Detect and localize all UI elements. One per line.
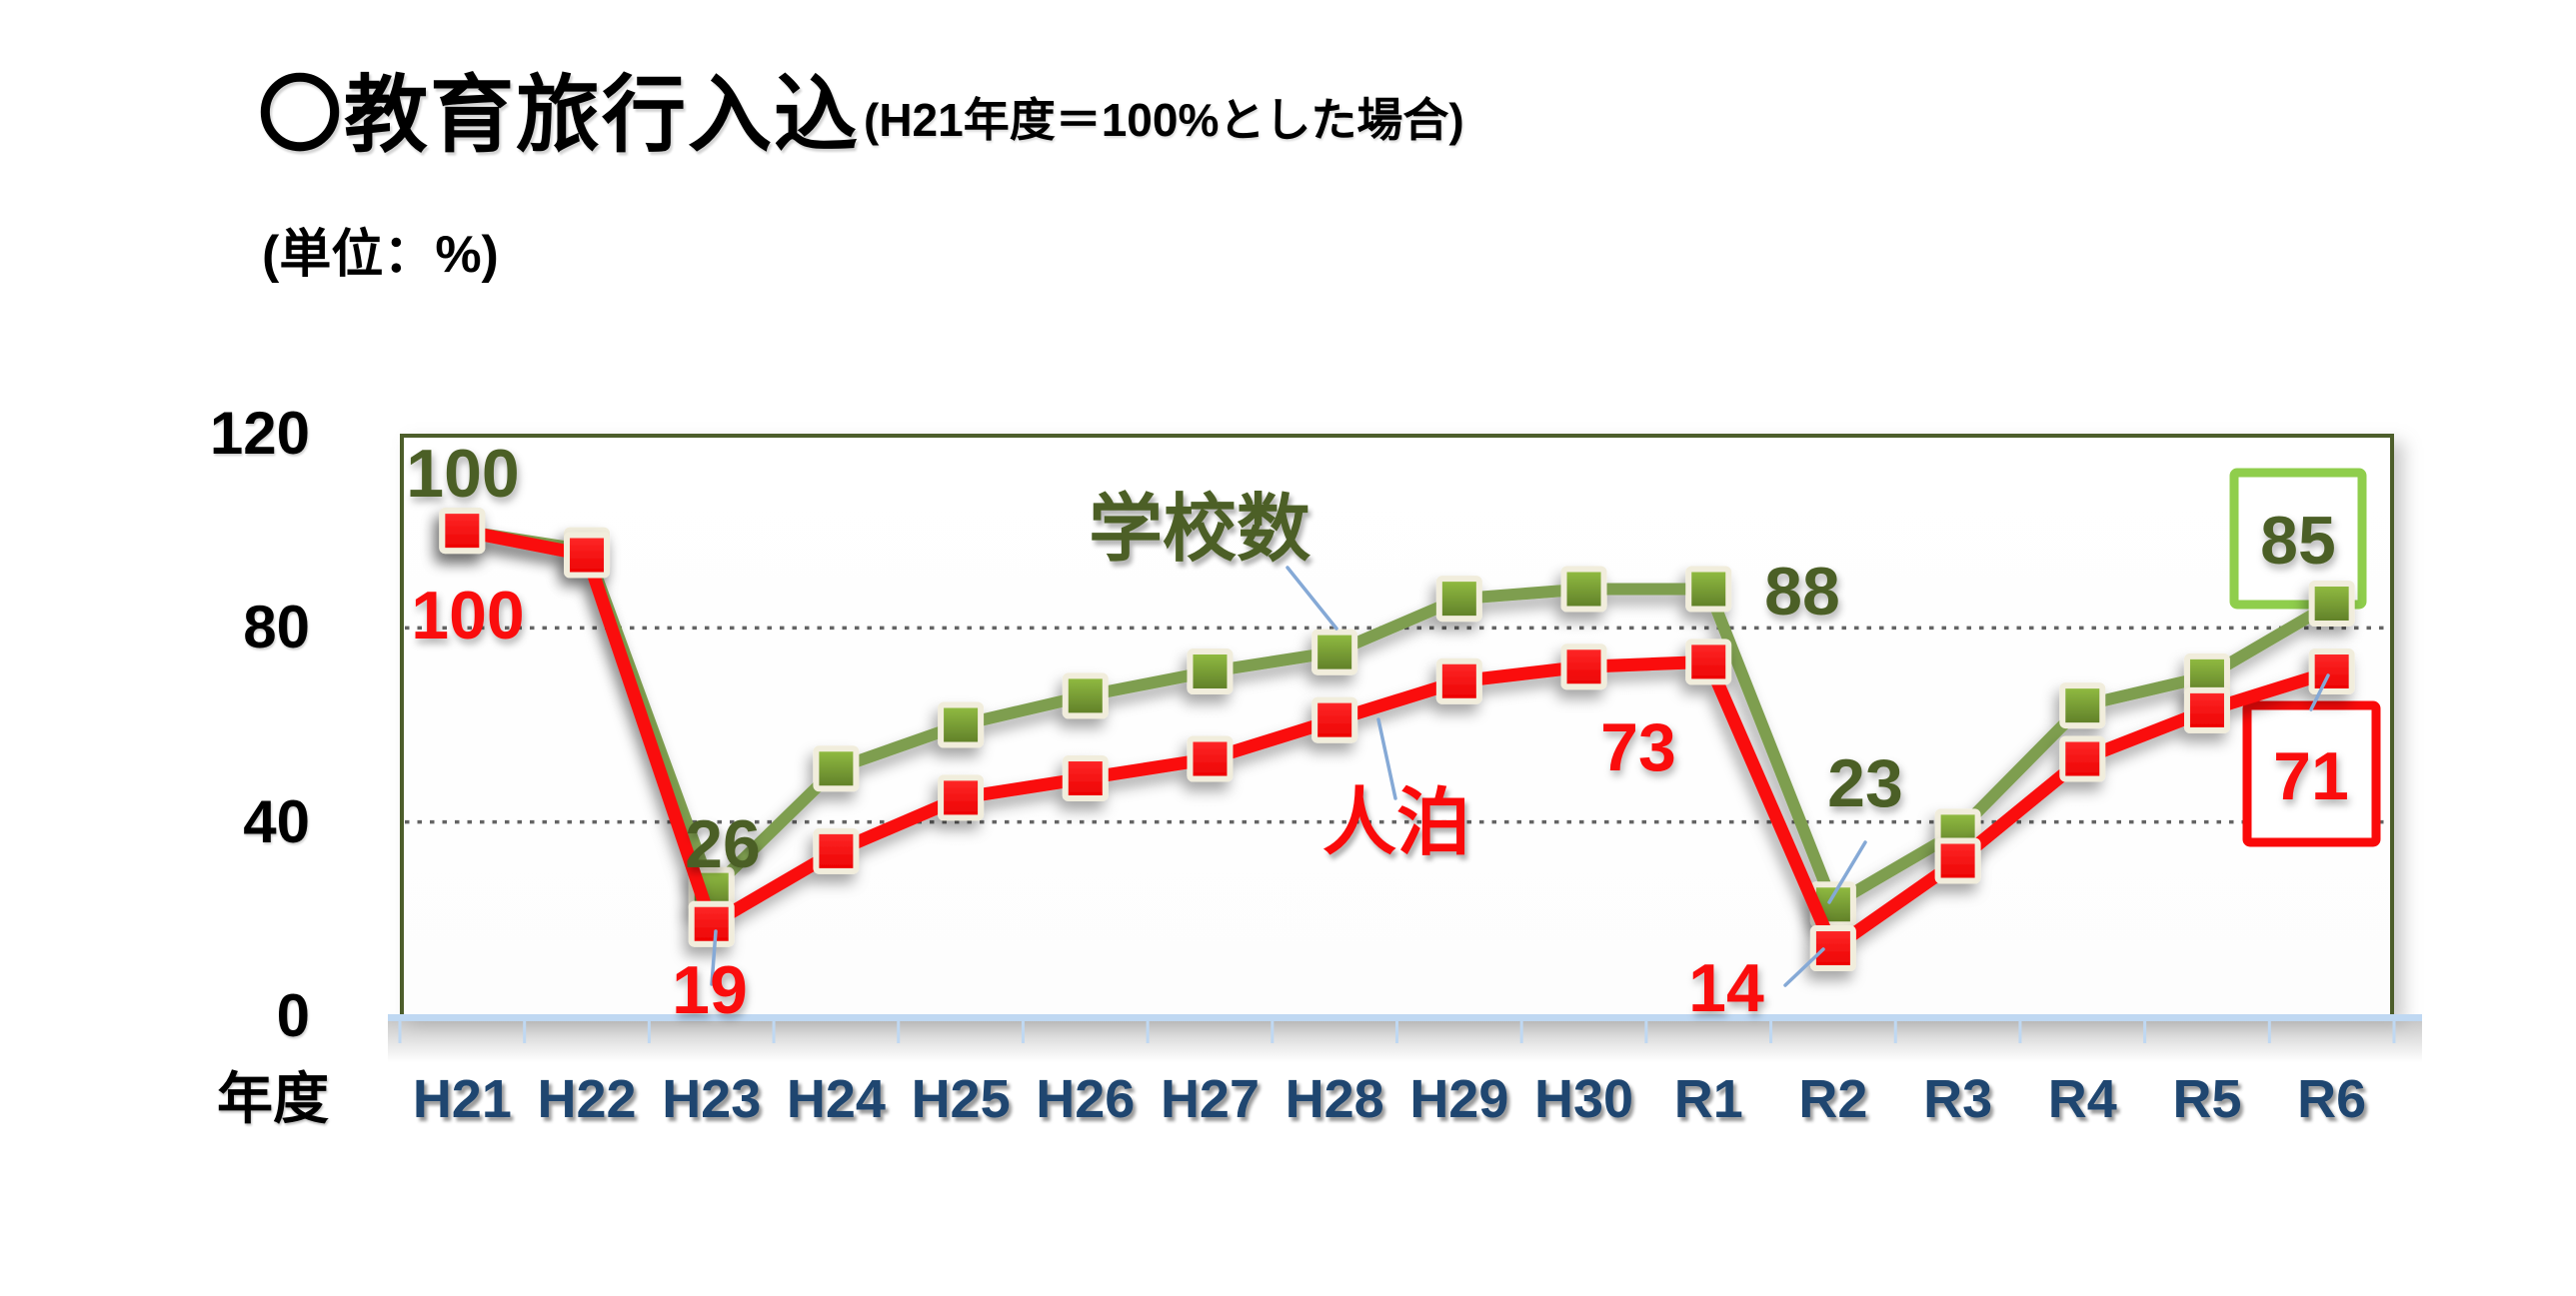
x-axis-line <box>388 1014 2422 1062</box>
unit-label: (単位：%) <box>262 226 499 284</box>
x-tick-label-R5: R5 <box>2172 1069 2242 1129</box>
marker-schools-H26 <box>1062 672 1109 719</box>
x-tick-label-R6: R6 <box>2297 1069 2367 1129</box>
marker-schools-H29 <box>1435 576 1482 623</box>
x-tick-label-H25: H25 <box>911 1069 1011 1129</box>
x-tick-label-R1: R1 <box>1673 1069 1743 1129</box>
marker-schools-H24 <box>813 745 860 792</box>
x-tick-label-H30: H30 <box>1534 1069 1634 1129</box>
marker-schools-H25 <box>938 701 985 748</box>
x-tick-label-H24: H24 <box>786 1069 886 1129</box>
x-tick-label-R2: R2 <box>1798 1069 1868 1129</box>
data-label-nights-R1: 73 <box>1600 709 1676 785</box>
marker-nights-R6 <box>2308 648 2355 695</box>
marker-schools-H27 <box>1187 648 1234 695</box>
marker-nights-H26 <box>1062 754 1109 801</box>
page-subtitle: (H21年度＝100%とした場合) <box>864 94 1464 146</box>
marker-schools-H30 <box>1560 566 1607 613</box>
data-label-schools-R2: 23 <box>1827 745 1903 821</box>
marker-nights-H28 <box>1311 696 1358 743</box>
x-tick-label-H28: H28 <box>1285 1069 1384 1129</box>
y-tick-label-0: 0 <box>276 982 310 1049</box>
marker-nights-R1 <box>1685 639 1732 685</box>
y-tick-label-40: 40 <box>243 787 310 855</box>
series-label-schools: 学校数 <box>1089 487 1310 571</box>
leader-nights-legend <box>1376 717 1397 800</box>
marker-nights-H24 <box>813 827 860 874</box>
data-label-nights-R6: 71 <box>2273 738 2349 814</box>
data-label-nights-H21: 100 <box>411 578 524 653</box>
series-label-nights: 人泊 <box>1322 780 1470 864</box>
marker-nights-H29 <box>1435 657 1482 704</box>
y-tick-label-80: 80 <box>243 594 310 661</box>
marker-schools-R1 <box>1685 566 1732 613</box>
page-title: 〇教育旅行入込 <box>258 68 861 162</box>
marker-nights-R4 <box>2059 735 2106 782</box>
data-label-schools-R1: 88 <box>1764 554 1840 630</box>
x-tick-label-R4: R4 <box>2047 1069 2117 1129</box>
marker-nights-H21 <box>439 508 486 555</box>
marker-nights-H25 <box>938 774 985 821</box>
x-tick-label-H22: H22 <box>537 1069 637 1129</box>
marker-nights-R2 <box>1809 924 1856 971</box>
leader-schools-legend <box>1286 566 1338 631</box>
marker-nights-R3 <box>1934 837 1981 884</box>
x-tick-label-H21: H21 <box>412 1069 512 1129</box>
leader-23 <box>1827 840 1867 904</box>
x-tick-label-H26: H26 <box>1036 1069 1136 1129</box>
x-tick-label-H29: H29 <box>1409 1069 1509 1129</box>
x-tick-label-H23: H23 <box>662 1069 762 1129</box>
annotation-box-schools-R6 <box>2229 468 2367 610</box>
marker-nights-H23 <box>688 900 735 947</box>
data-label-nights-H23: 19 <box>672 952 748 1028</box>
marker-nights-R5 <box>2183 686 2230 733</box>
series-nights <box>439 508 2355 971</box>
leader-14 <box>1783 947 1825 987</box>
leader-71 <box>2309 673 2330 711</box>
marker-schools-R4 <box>2059 682 2106 729</box>
y-tick-label-120: 120 <box>209 400 310 467</box>
data-label-schools-R6: 85 <box>2260 503 2336 579</box>
data-labels: 100 100 26 19 88 73 23 14 85 71 <box>406 436 2349 1028</box>
data-label-nights-R2: 14 <box>1688 950 1764 1026</box>
x-tick-label-H27: H27 <box>1160 1069 1260 1129</box>
marker-nights-H22 <box>564 532 611 579</box>
data-label-schools-H23: 26 <box>685 806 761 882</box>
leader-19 <box>710 929 718 986</box>
data-label-schools-H21: 100 <box>406 436 519 512</box>
marker-nights-H30 <box>1560 644 1607 690</box>
marker-schools-H28 <box>1311 629 1358 675</box>
x-axis-title: 年度 <box>217 1067 329 1130</box>
x-tick-label-R3: R3 <box>1923 1069 1993 1129</box>
marker-schools-R6 <box>2308 581 2355 628</box>
marker-nights-H27 <box>1187 735 1234 782</box>
